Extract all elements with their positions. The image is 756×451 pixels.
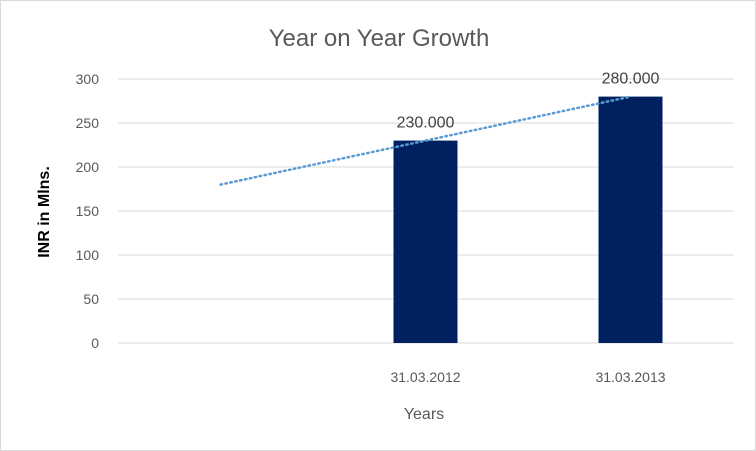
y-axis-title: INR in Mlns. — [36, 166, 53, 258]
bar — [393, 140, 458, 343]
y-tick-label: 250 — [76, 115, 100, 131]
y-tick-label: 100 — [76, 247, 100, 263]
x-tick-label: 31.03.2012 — [390, 369, 460, 385]
trendline — [219, 95, 632, 186]
bar — [598, 96, 663, 343]
x-tick-label: 31.03.2013 — [595, 369, 665, 385]
chart-title: Year on Year Growth — [269, 25, 490, 52]
y-tick-label: 300 — [76, 71, 100, 87]
data-labels: 230.000 280.000 — [397, 71, 660, 132]
y-tick-label: 50 — [83, 291, 99, 307]
y-tick-label: 150 — [76, 203, 100, 219]
y-tick-label: 0 — [91, 335, 99, 351]
trendline-group — [219, 95, 632, 186]
y-tick-label: 200 — [76, 159, 100, 175]
data-label: 280.000 — [602, 71, 660, 88]
y-axis-ticks: 0 50 100 150 200 250 300 — [76, 71, 100, 351]
data-label: 230.000 — [397, 115, 455, 132]
x-axis-ticks: 31.03.2012 31.03.2013 — [390, 369, 665, 385]
bars — [393, 96, 663, 343]
x-axis-title: Years — [404, 406, 444, 423]
